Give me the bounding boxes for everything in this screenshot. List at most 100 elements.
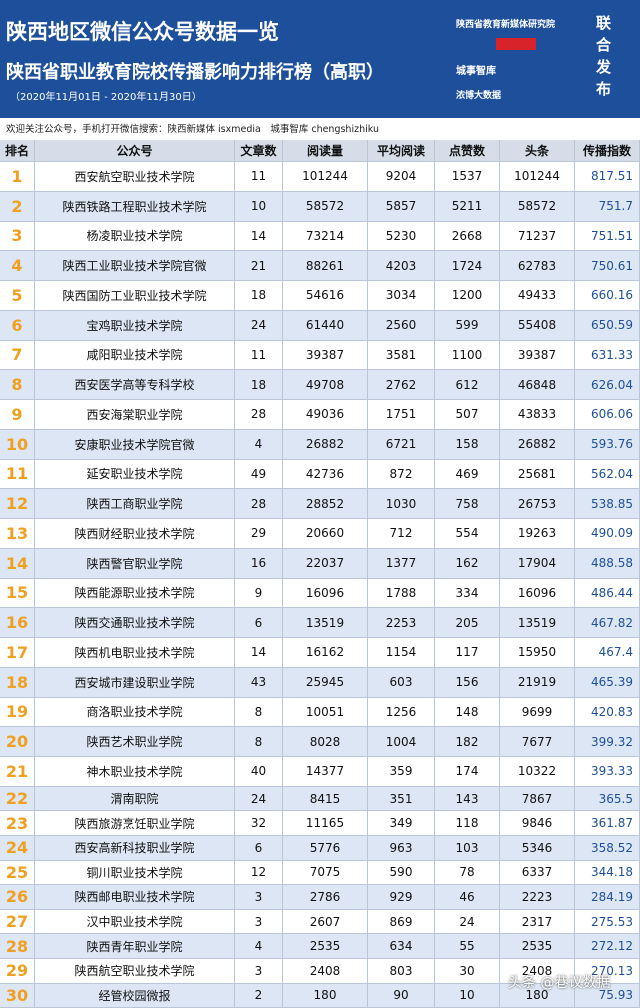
rank: 16: [0, 608, 35, 637]
rank: 12: [0, 489, 35, 518]
avg-reads: 803: [368, 959, 435, 983]
avg-reads: 6721: [368, 430, 435, 459]
avg-reads: 3034: [368, 281, 435, 310]
avg-reads: 1154: [368, 638, 435, 667]
rank: 29: [0, 959, 35, 983]
rank: 10: [0, 430, 35, 459]
headline: 26753: [500, 489, 575, 518]
rank: 15: [0, 579, 35, 608]
likes: 612: [435, 370, 500, 399]
avg-reads: 1030: [368, 489, 435, 518]
rank: 27: [0, 910, 35, 934]
rank: 21: [0, 757, 35, 786]
likes: 205: [435, 608, 500, 637]
headline: 39387: [500, 341, 575, 370]
reads: 5776: [283, 836, 368, 860]
likes: 117: [435, 638, 500, 667]
reads: 8415: [283, 787, 368, 811]
account: 陕西财经职业技术学院: [35, 519, 235, 548]
likes: 143: [435, 787, 500, 811]
headline: 7867: [500, 787, 575, 811]
account: 陕西旅游烹饪职业学院: [35, 811, 235, 835]
avg-reads: 963: [368, 836, 435, 860]
avg-reads: 634: [368, 934, 435, 958]
reads: 2535: [283, 934, 368, 958]
rank: 14: [0, 549, 35, 578]
reads: 39387: [283, 341, 368, 370]
column-header: 头条: [500, 140, 575, 161]
articles: 40: [235, 757, 283, 786]
index: 626.04: [575, 370, 640, 399]
avg-reads: 712: [368, 519, 435, 548]
likes: 30: [435, 959, 500, 983]
watermark: 头条 @巷议数据: [508, 972, 610, 992]
joint-release: 联合发布: [596, 12, 612, 100]
account: 经管校园微报: [35, 984, 235, 1008]
headline: 62783: [500, 251, 575, 280]
articles: 4: [235, 430, 283, 459]
headline: 7677: [500, 727, 575, 756]
likes: 162: [435, 549, 500, 578]
account: 陕西铁路工程职业技术学院: [35, 192, 235, 221]
account: 陕西能源职业技术学院: [35, 579, 235, 608]
headline: 9846: [500, 811, 575, 835]
rank: 17: [0, 638, 35, 667]
rank: 1: [0, 162, 35, 191]
avg-reads: 1788: [368, 579, 435, 608]
likes: 24: [435, 910, 500, 934]
headline: 2317: [500, 910, 575, 934]
likes: 118: [435, 811, 500, 835]
rank: 20: [0, 727, 35, 756]
headline: 16096: [500, 579, 575, 608]
account: 陕西机电职业技术学院: [35, 638, 235, 667]
index: 751.51: [575, 222, 640, 251]
articles: 6: [235, 608, 283, 637]
logo: 浓博大数据: [456, 88, 501, 101]
index: 358.52: [575, 836, 640, 860]
index: 486.44: [575, 579, 640, 608]
account: 神木职业技术学院: [35, 757, 235, 786]
account: 商洛职业技术学院: [35, 698, 235, 727]
reads: 11165: [283, 811, 368, 835]
column-header: 排名: [0, 140, 35, 161]
notice: 欢迎关注公众号，手机打开微信搜索：陕西新媒体 isxmedia 城事智库 che…: [6, 121, 379, 135]
headline: 101244: [500, 162, 575, 191]
headline: 71237: [500, 222, 575, 251]
likes: 1200: [435, 281, 500, 310]
account: 铜川职业技术学院: [35, 861, 235, 885]
reads: 28852: [283, 489, 368, 518]
articles: 9: [235, 579, 283, 608]
headline: 2223: [500, 885, 575, 909]
index: 272.12: [575, 934, 640, 958]
avg-reads: 603: [368, 668, 435, 697]
headline: 6337: [500, 861, 575, 885]
reads: 16096: [283, 579, 368, 608]
avg-reads: 2560: [368, 311, 435, 340]
rank: 8: [0, 370, 35, 399]
index: 817.51: [575, 162, 640, 191]
avg-reads: 349: [368, 811, 435, 835]
rank: 11: [0, 460, 35, 489]
rank: 3: [0, 222, 35, 251]
likes: 156: [435, 668, 500, 697]
likes: 554: [435, 519, 500, 548]
rank: 9: [0, 400, 35, 429]
articles: 43: [235, 668, 283, 697]
articles: 3: [235, 885, 283, 909]
index: 393.33: [575, 757, 640, 786]
header: 陕西地区微信公众号数据一览 陕西省职业教育院校传播影响力排行榜（高职） （202…: [0, 0, 640, 118]
